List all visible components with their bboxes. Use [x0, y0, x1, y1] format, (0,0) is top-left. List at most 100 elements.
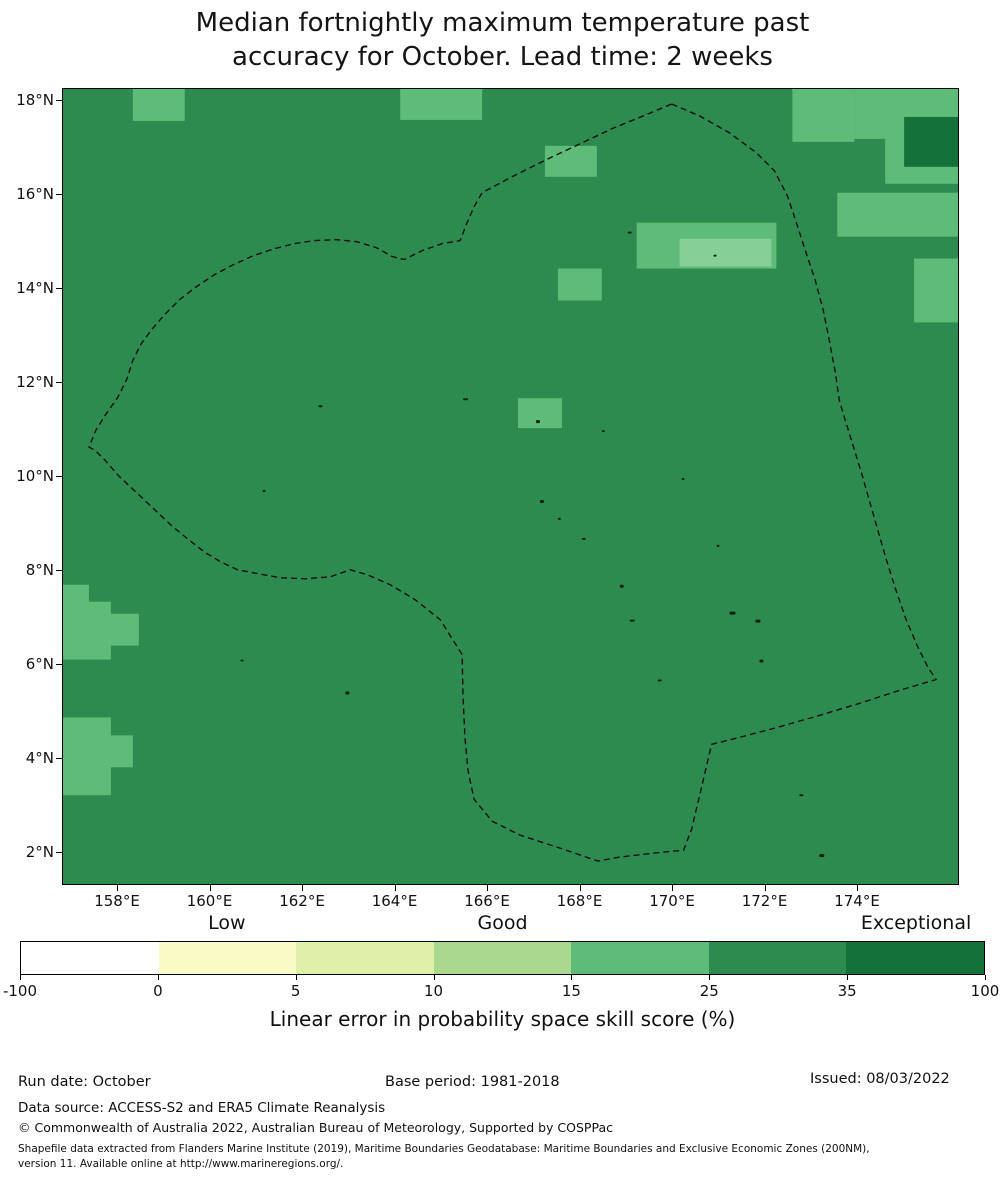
skill-cell — [63, 717, 111, 796]
skill-field-base — [63, 89, 958, 884]
y-axis-tickmark — [56, 288, 62, 289]
colorbar-segment — [433, 942, 572, 974]
y-axis-tick-label: 16°N — [16, 185, 54, 203]
skill-cell — [108, 613, 139, 646]
island-mark — [345, 691, 350, 695]
base-period-label: Base period: 1981-2018 — [385, 1074, 560, 1090]
colorbar-segment — [846, 942, 985, 974]
colorbar-tickmark — [157, 975, 159, 980]
colorbar-tickmark — [847, 975, 849, 980]
skill-cell — [132, 89, 185, 121]
skill-cell — [400, 89, 483, 120]
colorbar-tickmark — [20, 975, 21, 980]
x-axis-tick-label: 164°E — [371, 892, 418, 910]
y-axis-tickmark — [56, 194, 62, 195]
colorbar-tickmark — [709, 975, 711, 980]
island-mark — [557, 517, 561, 520]
y-axis-tick-label: 2°N — [25, 843, 54, 861]
y-axis-tick-label: 14°N — [16, 279, 54, 297]
island-mark — [535, 420, 540, 424]
colorbar-tick-label: 10 — [424, 982, 444, 1000]
skill-cell — [837, 192, 958, 237]
colorbar-tickmark — [985, 975, 986, 980]
x-axis-tickmark — [579, 885, 581, 891]
colorbar-quality-label: Good — [477, 912, 528, 934]
colorbar-segment — [296, 942, 434, 974]
colorbar-segment — [571, 942, 709, 974]
x-axis-tickmark — [857, 885, 858, 891]
island-mark — [240, 659, 244, 662]
skill-cell — [557, 268, 602, 301]
x-axis-tickmark — [394, 885, 396, 891]
skill-cell — [914, 258, 958, 323]
island-mark — [627, 231, 632, 234]
island-mark — [755, 619, 761, 623]
island-mark — [262, 489, 266, 492]
issued-date-label: Issued: 08/03/2022 — [810, 1071, 950, 1087]
colorbar-segment — [158, 942, 297, 974]
island-mark — [657, 679, 662, 682]
island-mark — [318, 405, 323, 408]
colorbar-segment — [708, 942, 847, 974]
y-axis-tick-label: 10°N — [16, 467, 54, 485]
skill-cell — [679, 238, 772, 267]
run-date-label: Run date: October — [18, 1074, 151, 1090]
skill-cell — [792, 89, 855, 142]
colorbar — [20, 941, 985, 975]
x-axis-tick-label: 174°E — [834, 892, 880, 910]
colorbar-quality-label: Exceptional — [860, 912, 972, 934]
x-axis-tickmark — [302, 885, 303, 891]
map-canvas — [63, 89, 958, 884]
x-axis-tick-label: 168°E — [556, 892, 603, 910]
island-mark — [581, 537, 586, 540]
y-axis-tick-label: 8°N — [25, 561, 54, 579]
colorbar-tick-label: 25 — [699, 982, 719, 1000]
x-axis-tick-label: 162°E — [279, 892, 325, 910]
colorbar-tick-label: 15 — [561, 982, 581, 1000]
y-axis-tickmark — [56, 476, 62, 477]
island-mark — [819, 854, 825, 858]
skill-cell — [544, 145, 597, 177]
y-axis-tickmark — [56, 382, 62, 383]
colorbar-quality-label: Low — [208, 912, 246, 934]
eez-boundary — [88, 103, 938, 862]
y-axis-tickmark — [56, 100, 62, 101]
x-axis-tickmark — [209, 885, 211, 891]
island-mark — [713, 254, 717, 257]
colorbar-tick-label: 0 — [153, 982, 163, 1000]
y-axis-tickmark — [56, 852, 62, 853]
x-axis-tickmark — [487, 885, 488, 891]
x-axis-tickmark — [117, 885, 118, 891]
x-axis-tick-label: 172°E — [741, 892, 788, 910]
island-mark — [463, 398, 469, 401]
island-mark — [629, 619, 635, 622]
colorbar-tickmark — [571, 975, 573, 980]
y-axis-tick-label: 4°N — [25, 749, 54, 767]
colorbar-tick-label: 35 — [837, 982, 857, 1000]
x-axis-tick-label: 160°E — [186, 892, 233, 910]
skill-cell — [904, 116, 958, 167]
y-axis-tickmark — [56, 664, 62, 665]
y-axis-tickmark — [56, 758, 62, 759]
colorbar-tick-label: 5 — [290, 982, 301, 1000]
island-mark — [619, 584, 624, 588]
colorbar-caption: Linear error in probability space skill … — [269, 1007, 736, 1031]
y-axis-tick-label: 18°N — [16, 91, 54, 109]
colorbar-tickmark — [295, 975, 297, 980]
colorbar-tick-label: 100 — [970, 982, 1000, 1000]
y-axis-tick-label: 6°N — [25, 655, 54, 673]
colorbar-tick-label: -100 — [2, 982, 38, 1000]
island-mark — [716, 544, 720, 547]
data-source-label: Data source: ACCESS-S2 and ERA5 Climate … — [18, 1100, 386, 1116]
x-axis-tick-label: 166°E — [464, 892, 510, 910]
island-mark — [601, 430, 605, 433]
x-axis-tickmark — [764, 885, 766, 891]
x-axis-tick-label: 170°E — [649, 892, 695, 910]
x-axis-tickmark — [672, 885, 673, 891]
y-axis-tick-label: 12°N — [16, 373, 54, 391]
skill-cell — [108, 735, 133, 768]
island-mark — [729, 611, 736, 615]
skill-cell — [517, 398, 562, 429]
page-title: Median fortnightly maximum temperature p… — [195, 8, 810, 73]
